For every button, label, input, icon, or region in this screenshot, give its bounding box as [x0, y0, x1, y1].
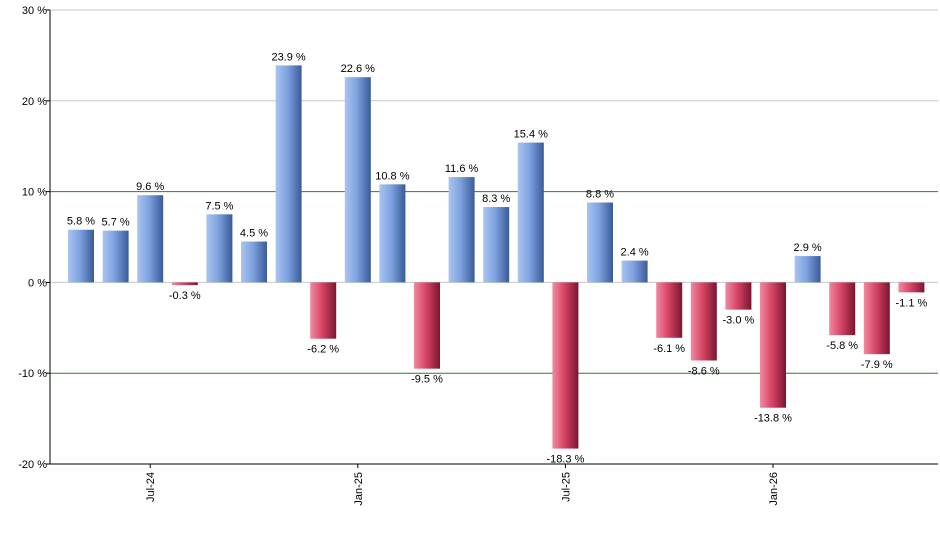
bar-data-label: 5.7 %: [102, 217, 130, 229]
bar: [414, 282, 440, 369]
bar: [448, 177, 475, 283]
bar: [171, 282, 198, 286]
bar-data-label: -3.0 %: [723, 315, 755, 327]
bar: [310, 282, 337, 339]
bar-data-label: 22.6 %: [341, 63, 375, 75]
x-tick-label: Jan-26: [768, 472, 780, 506]
bar-data-label: 2.9 %: [794, 242, 822, 254]
bar-data-label: 5.8 %: [67, 216, 95, 228]
bar-data-label: -5.8 %: [826, 340, 858, 352]
bar-data-label: -6.2 %: [307, 344, 339, 356]
bar: [552, 282, 579, 449]
bar: [483, 207, 510, 283]
bar: [517, 142, 544, 283]
bar-data-label: 7.5 %: [205, 200, 233, 212]
bar-data-label: 23.9 %: [271, 51, 305, 63]
axes: -20 % -10 % 0 % 10 % 20 % 30 % Jul-24 Jan-25 Jul…: [18, 5, 938, 506]
bar: [829, 282, 856, 336]
bar-data-label: -1.1 %: [896, 297, 928, 309]
bar-data-label: 8.8 %: [586, 188, 614, 200]
bar-data-label: 4.5 %: [240, 228, 268, 240]
bar: [587, 202, 613, 283]
bar: [725, 282, 752, 310]
bar-data-label: -8.6 %: [688, 365, 720, 377]
bar: [760, 282, 786, 408]
bar-data-label: -18.3 %: [546, 454, 584, 466]
bar: [898, 282, 925, 293]
bar: [379, 184, 406, 283]
bar-data-label: -7.9 %: [861, 359, 893, 371]
bar: [206, 214, 233, 283]
y-tick-label: -10 %: [18, 368, 47, 380]
y-tick-label: 0 %: [28, 277, 47, 289]
bar-data-label: 11.6 %: [445, 163, 479, 175]
bar-data-label: 2.4 %: [621, 247, 649, 259]
bar: [241, 241, 267, 283]
bar: [344, 77, 371, 283]
bar: [794, 256, 821, 283]
bar-data-label: -6.1 %: [653, 343, 685, 355]
y-tick-label: 20 %: [22, 96, 47, 108]
bar-data-label: -0.3 %: [169, 290, 201, 302]
x-tick-label: Jul-25: [560, 472, 572, 502]
bar-data-label: -9.5 %: [411, 374, 443, 386]
y-tick-label: -20 %: [18, 459, 47, 471]
bar-data-label: 9.6 %: [136, 181, 164, 193]
bar: [863, 282, 890, 355]
bar: [656, 282, 683, 338]
bar: [137, 195, 164, 283]
bar: [275, 65, 302, 283]
y-tick-label: 30 %: [22, 5, 47, 17]
data-labels: 5.8 % 5.7 % 9.6 % -0.3 % 7.5 % 4.5 % 23.9 % -6.…: [67, 51, 928, 465]
bar-data-label: 8.3 %: [482, 193, 510, 205]
bar: [68, 229, 94, 283]
bar-data-label: 10.8 %: [375, 170, 409, 182]
bar: [621, 260, 648, 283]
x-tick-label: Jan-25: [353, 472, 365, 506]
x-tick-label: Jul-24: [145, 472, 157, 502]
bar-data-label: 15.4 %: [514, 129, 548, 141]
bar: [102, 230, 129, 283]
bar-data-label: -13.8 %: [754, 413, 792, 425]
y-tick-label: 10 %: [22, 187, 47, 199]
bars: [68, 65, 925, 449]
bar: [690, 282, 717, 361]
